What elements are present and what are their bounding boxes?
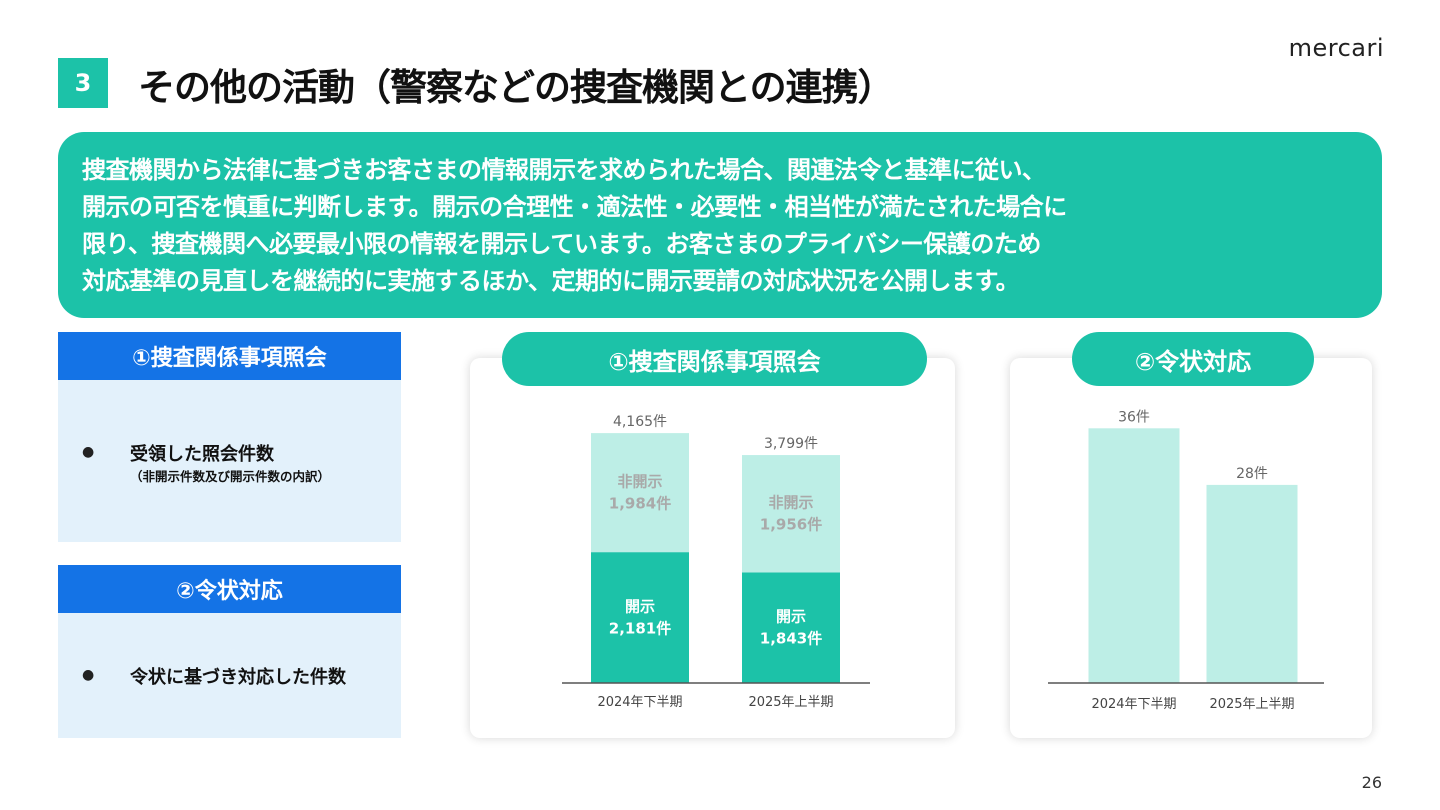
bullet-icon: ● — [82, 444, 95, 460]
inquiry-item-sublabel: （非開示件数及び開示件数の内訳） — [130, 469, 331, 484]
warrant-info-heading: ②令状対応 — [58, 565, 401, 613]
inquiry-chart-card: 開示 2,181件 非開示 1,984件 4,165件 2024年下半期 開示 1,843件非… — [470, 358, 955, 738]
page-number: 26 — [1361, 773, 1382, 792]
bar-not-disclosed — [591, 433, 689, 553]
bar-warrant — [1206, 484, 1298, 683]
warrant-chart-card: 36件 2024年下半期 28件 2025年上半期 — [1010, 358, 1372, 738]
banner-line: 限り、捜査機関へ必要最小限の情報を開示しています。お客さまのプライバシー保護のた… — [82, 230, 1041, 258]
data-label-not-disclosed: 1,956件 — [760, 516, 822, 534]
data-label: 28件 — [1236, 466, 1268, 482]
mercari-logo: mercari — [1288, 34, 1384, 62]
data-label: 36件 — [1118, 409, 1150, 425]
total-label: 4,165件 — [613, 414, 667, 430]
bar-not-disclosed — [742, 455, 840, 573]
banner-line: 捜査機関から法律に基づきお客さまの情報開示を求められた場合、関連法令と基準に従い… — [82, 156, 1046, 184]
bar-warrant — [1088, 428, 1180, 683]
bullet-icon: ● — [82, 667, 95, 683]
data-label-disclosed: 2,181件 — [609, 620, 671, 638]
series-label-disclosed: 開示 — [625, 598, 655, 616]
warrant-info-box: ②令状対応 ● 令状に基づき対応した件数 — [58, 565, 401, 738]
total-label: 3,799件 — [764, 436, 818, 452]
x-tick-label: 2024年下半期 — [1091, 697, 1176, 712]
series-label-disclosed: 開示 — [776, 608, 806, 626]
series-label-not-disclosed: 非開示 — [768, 494, 813, 512]
warrant-bar-chart: 36件 2024年下半期 28件 2025年上半期 — [1048, 409, 1324, 712]
x-tick-label: 2025年上半期 — [1209, 697, 1294, 712]
banner-line: 開示の可否を慎重に判断します。開示の合理性・適法性・必要性・相当性が満たされた場… — [82, 193, 1067, 221]
inquiry-info-body: ● 受領した照会件数 （非開示件数及び開示件数の内訳） — [58, 380, 401, 542]
data-label-not-disclosed: 1,984件 — [609, 495, 671, 513]
inquiry-info-heading: ①捜査関係事項照会 — [58, 332, 401, 380]
inquiry-stacked-bar-chart: 開示2,181件非開示1,984件4,165件2024年下半期開示1,843件非… — [562, 414, 870, 710]
warrant-info-body: ● 令状に基づき対応した件数 — [58, 613, 401, 738]
x-tick-label: 2024年下半期 — [597, 695, 682, 710]
summary-banner: 捜査機関から法律に基づきお客さまの情報開示を求められた場合、関連法令と基準に従い… — [58, 132, 1382, 318]
page-title: その他の活動（警察などの捜査機関との連携） — [138, 66, 895, 109]
warrant-chart-title: ②令状対応 — [1072, 332, 1314, 386]
warrant-item-label: 令状に基づき対応した件数 — [130, 667, 346, 688]
inquiry-chart-title: ①捜査関係事項照会 — [502, 332, 927, 386]
bar-disclosed — [591, 552, 689, 683]
bar-disclosed — [742, 572, 840, 683]
inquiry-item-label: 受領した照会件数 — [130, 444, 274, 465]
banner-line: 対応基準の見直しを継続的に実施するほか、定期的に開示要請の対応状況を公開します。 — [82, 267, 1020, 295]
section-number-badge: 3 — [58, 58, 108, 108]
x-tick-label: 2025年上半期 — [748, 695, 833, 710]
data-label-disclosed: 1,843件 — [760, 630, 822, 648]
series-label-not-disclosed: 非開示 — [617, 473, 662, 491]
inquiry-info-box: ①捜査関係事項照会 ● 受領した照会件数 （非開示件数及び開示件数の内訳） — [58, 332, 401, 542]
